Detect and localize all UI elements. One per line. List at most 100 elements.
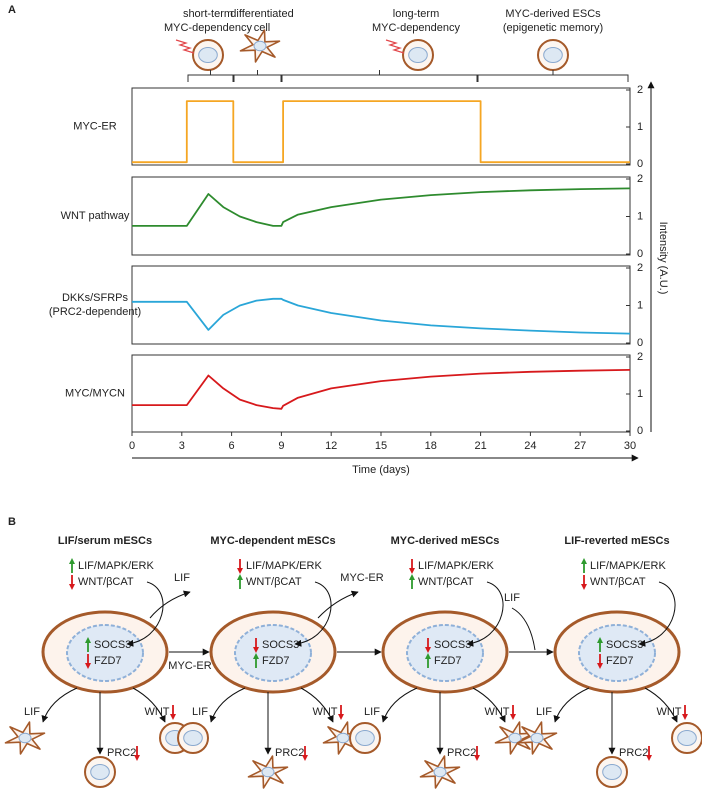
y-tick-label: 0 [637, 158, 643, 170]
nucleus [183, 730, 203, 746]
phase-label: MYC-dependency [372, 22, 461, 34]
series-line [132, 369, 631, 410]
column-title: MYC-derived mESCs [391, 535, 500, 547]
nucleus-gene: SOCS3 [434, 639, 471, 651]
y-axis-label: Intensity (A.U.) [657, 222, 669, 295]
nucleus [433, 766, 447, 778]
x-tick-label: 3 [179, 440, 185, 452]
output-label: PRC2 [107, 747, 136, 759]
series-line [132, 187, 631, 227]
signal-label: LIF/MAPK/ERK [78, 560, 154, 572]
x-tick-label: 18 [425, 440, 437, 452]
level-arrowhead [510, 714, 516, 720]
nucleus-gene: FZD7 [262, 655, 290, 667]
level-arrowhead [134, 755, 140, 761]
level-arrowhead [581, 584, 587, 590]
nucleus [18, 732, 32, 744]
x-tick-label: 12 [325, 440, 337, 452]
x-tick-label: 6 [229, 440, 235, 452]
phase-label: (epigenetic memory) [503, 22, 603, 34]
level-arrowhead [646, 755, 652, 761]
output-label: LIF [364, 706, 380, 718]
series-label: DKKs/SFRPs [62, 292, 129, 304]
level-arrowhead [85, 637, 91, 643]
series-label: MYC-ER [73, 120, 116, 132]
level-arrowhead [425, 647, 431, 653]
signal-label: WNT/βCAT [418, 576, 474, 588]
series-label: (PRC2-dependent) [49, 306, 141, 318]
nucleus [530, 732, 544, 744]
transition-label: LIF [504, 592, 520, 604]
y-tick-label: 2 [637, 173, 643, 185]
nucleus [508, 732, 522, 744]
phase-bracket [477, 74, 629, 82]
plot-frame [131, 87, 631, 166]
phase-label: MYC-derived ESCs [505, 8, 601, 20]
output-arrow [300, 687, 334, 723]
level-arrowhead [237, 574, 243, 580]
signal-label: LIF/MAPK/ERK [590, 560, 666, 572]
level-arrowhead [338, 714, 344, 720]
transition-arrow [149, 590, 191, 619]
nucleus [198, 47, 218, 63]
myc-er-bolt [385, 39, 405, 54]
output-arrow [472, 687, 506, 723]
signal-arrow [126, 581, 164, 647]
x-tick-label: 24 [524, 440, 536, 452]
nucleus [408, 47, 428, 63]
y-tick-label: 1 [637, 210, 643, 222]
nucleus [355, 730, 375, 746]
output-label: PRC2 [275, 747, 304, 759]
y-tick-label: 0 [637, 337, 643, 349]
level-arrowhead [302, 755, 308, 761]
phase-label: MYC-dependency [164, 22, 253, 34]
signal-arrow [638, 581, 676, 647]
x-tick-label: 30 [624, 440, 636, 452]
phase-label: long-term [393, 8, 439, 20]
level-arrowhead [409, 574, 415, 580]
output-label: WNT [312, 706, 337, 718]
output-arrow [381, 687, 418, 723]
transition-label: MYC-ER [168, 660, 211, 672]
level-arrowhead [85, 663, 91, 669]
output-arrow [132, 687, 166, 723]
nucleus-gene: FZD7 [94, 655, 122, 667]
series-line [132, 297, 631, 335]
y-tick-label: 1 [637, 121, 643, 133]
nucleus [261, 766, 275, 778]
level-arrowhead [253, 647, 259, 653]
transition-arrow [317, 590, 359, 619]
plot-frame [131, 176, 631, 256]
column-title: LIF/serum mESCs [58, 535, 152, 547]
level-arrowhead [597, 637, 603, 643]
plot-frame [131, 354, 631, 433]
y-tick-label: 1 [637, 299, 643, 311]
column-title: LIF-reverted mESCs [564, 535, 669, 547]
level-arrowhead [474, 755, 480, 761]
phase-label: cell [254, 22, 271, 34]
series-label: WNT pathway [61, 210, 130, 222]
nucleus [336, 732, 350, 744]
level-arrowhead [170, 714, 176, 720]
nucleus [602, 764, 622, 780]
phase-label: short-term [183, 8, 233, 20]
signal-arrow [466, 581, 504, 647]
stem-nucleus [234, 624, 312, 682]
nucleus [543, 47, 563, 63]
x-tick-label: 21 [474, 440, 486, 452]
level-arrowhead [253, 653, 259, 659]
signal-label: WNT/βCAT [590, 576, 646, 588]
phase-bracket [233, 74, 282, 82]
level-arrowhead [425, 653, 431, 659]
column-title: MYC-dependent mESCs [210, 535, 335, 547]
x-tick-label: 15 [375, 440, 387, 452]
level-arrowhead [69, 584, 75, 590]
output-label: WNT [656, 706, 681, 718]
nucleus-gene: SOCS3 [606, 639, 643, 651]
transition-label: LIF [174, 572, 190, 584]
level-arrowhead [409, 568, 415, 574]
signal-label: LIF/MAPK/ERK [246, 560, 322, 572]
output-label: PRC2 [447, 747, 476, 759]
output-label: LIF [24, 706, 40, 718]
